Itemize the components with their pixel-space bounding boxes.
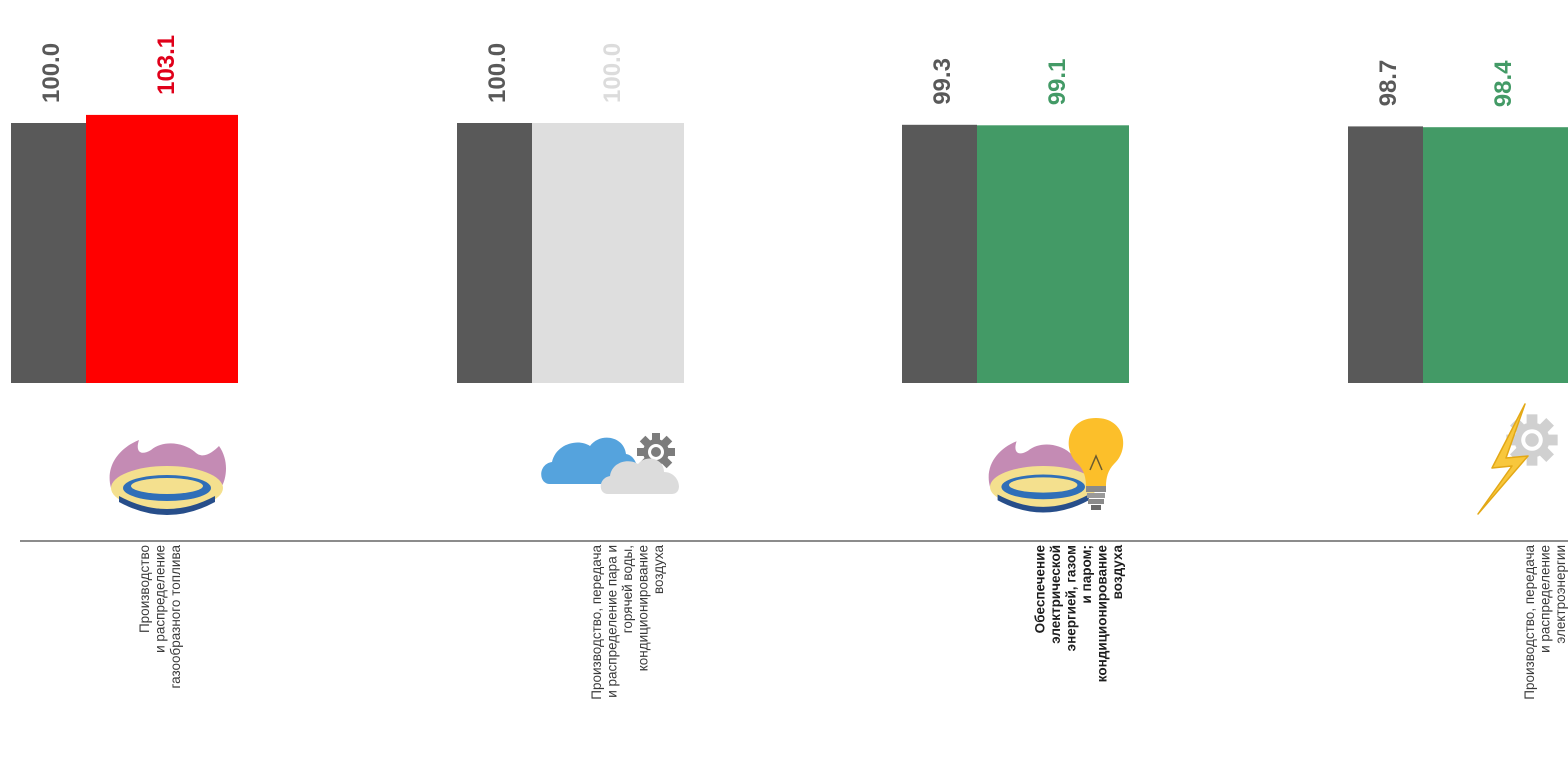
value-label-g4-curr: 98.4 — [1490, 60, 1517, 107]
category-label-g3-line2: электрической — [1048, 545, 1063, 644]
bar-g4-curr — [1423, 127, 1568, 383]
category-label-g2-line3: горячей воды, — [620, 545, 635, 633]
value-label-g2-curr: 100.0 — [599, 43, 626, 103]
category-label-g1-line1: Производство — [137, 545, 152, 633]
category-label-g2-line1: Производство, передача — [589, 545, 604, 700]
lightning-gear-icon — [1477, 403, 1558, 515]
value-label-g3-prev: 99.3 — [929, 58, 956, 105]
category-label-g3-line3: энергией, газом — [1064, 545, 1079, 651]
category-label-g3-line6: воздуха — [1110, 545, 1125, 600]
category-label-g4-line1: Производство, передача — [1522, 545, 1537, 700]
value-label-g2-prev: 100.0 — [484, 43, 511, 103]
bar-g2-curr — [532, 123, 684, 383]
cloud-gear-icon — [541, 433, 679, 494]
bar-g3-curr — [977, 125, 1129, 384]
bars-layer — [11, 114, 1568, 384]
gas-burner-lightbulb-icon — [988, 418, 1124, 513]
bar-g4-prev — [1348, 126, 1423, 384]
category-label-g4-line3: электроэнергии — [1553, 545, 1568, 644]
value-label-g1-prev: 100.0 — [38, 43, 65, 103]
value-label-g1-curr: 103.1 — [153, 35, 180, 95]
category-label-g2-line5: воздуха — [651, 545, 666, 594]
bar-g1-prev — [11, 123, 86, 383]
category-label-g4-line2: и распределение — [1538, 545, 1553, 653]
category-label-g3-line1: Обеспечение — [1033, 545, 1048, 634]
category-label-g2-line2: и распределение пара и — [605, 545, 620, 698]
category-label-g1-line3: газообразного топлива — [168, 545, 183, 689]
value-label-g3-curr: 99.1 — [1044, 59, 1071, 106]
value-label-g4-prev: 98.7 — [1375, 60, 1402, 107]
category-label-g3-line5: кондиционирование — [1095, 545, 1110, 683]
bar-g2-prev — [457, 123, 532, 383]
category-label-g3-line4: и паром; — [1079, 545, 1094, 604]
bar-g3-prev — [902, 124, 977, 384]
category-label-g2-line4: кондиционирование — [636, 545, 651, 671]
category-label-g1-line2: и распределение — [153, 545, 168, 653]
bar-g1-curr — [86, 114, 238, 384]
gas-burner-icon — [109, 440, 226, 515]
